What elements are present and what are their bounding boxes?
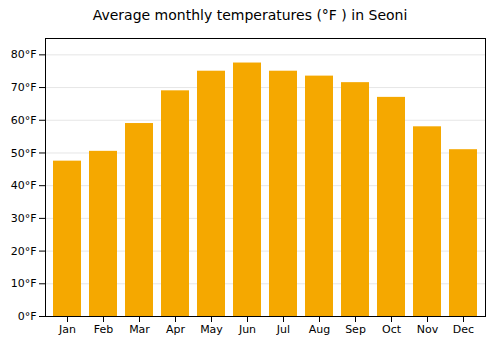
svg-text:Jun: Jun [238,323,256,336]
svg-text:Dec: Dec [453,323,474,336]
svg-text:Jul: Jul [276,323,290,336]
svg-text:Apr: Apr [166,323,186,336]
svg-text:Jan: Jan [58,323,76,336]
svg-text:May: May [200,323,223,336]
svg-text:10°F: 10°F [11,277,37,290]
svg-text:0°F: 0°F [18,310,37,323]
html-text:Average monthly temperatures (: Average monthly temperatures (°F ) in Se… [92,7,408,23]
svg-text:30°F: 30°F [11,212,37,225]
svg-text:50°F: 50°F [11,146,37,159]
svg-text:Sep: Sep [345,323,366,336]
svg-text:80°F: 80°F [11,48,37,61]
svg-text:Nov: Nov [417,323,439,336]
svg-text:60°F: 60°F [11,114,37,127]
svg-text:Aug: Aug [309,323,330,336]
svg-text:Oct: Oct [382,323,402,336]
svg-text:Mar: Mar [129,323,150,336]
svg-text:40°F: 40°F [11,179,37,192]
svg-text:70°F: 70°F [11,81,37,94]
svg-text:20°F: 20°F [11,245,37,258]
svg-text:Feb: Feb [94,323,113,336]
